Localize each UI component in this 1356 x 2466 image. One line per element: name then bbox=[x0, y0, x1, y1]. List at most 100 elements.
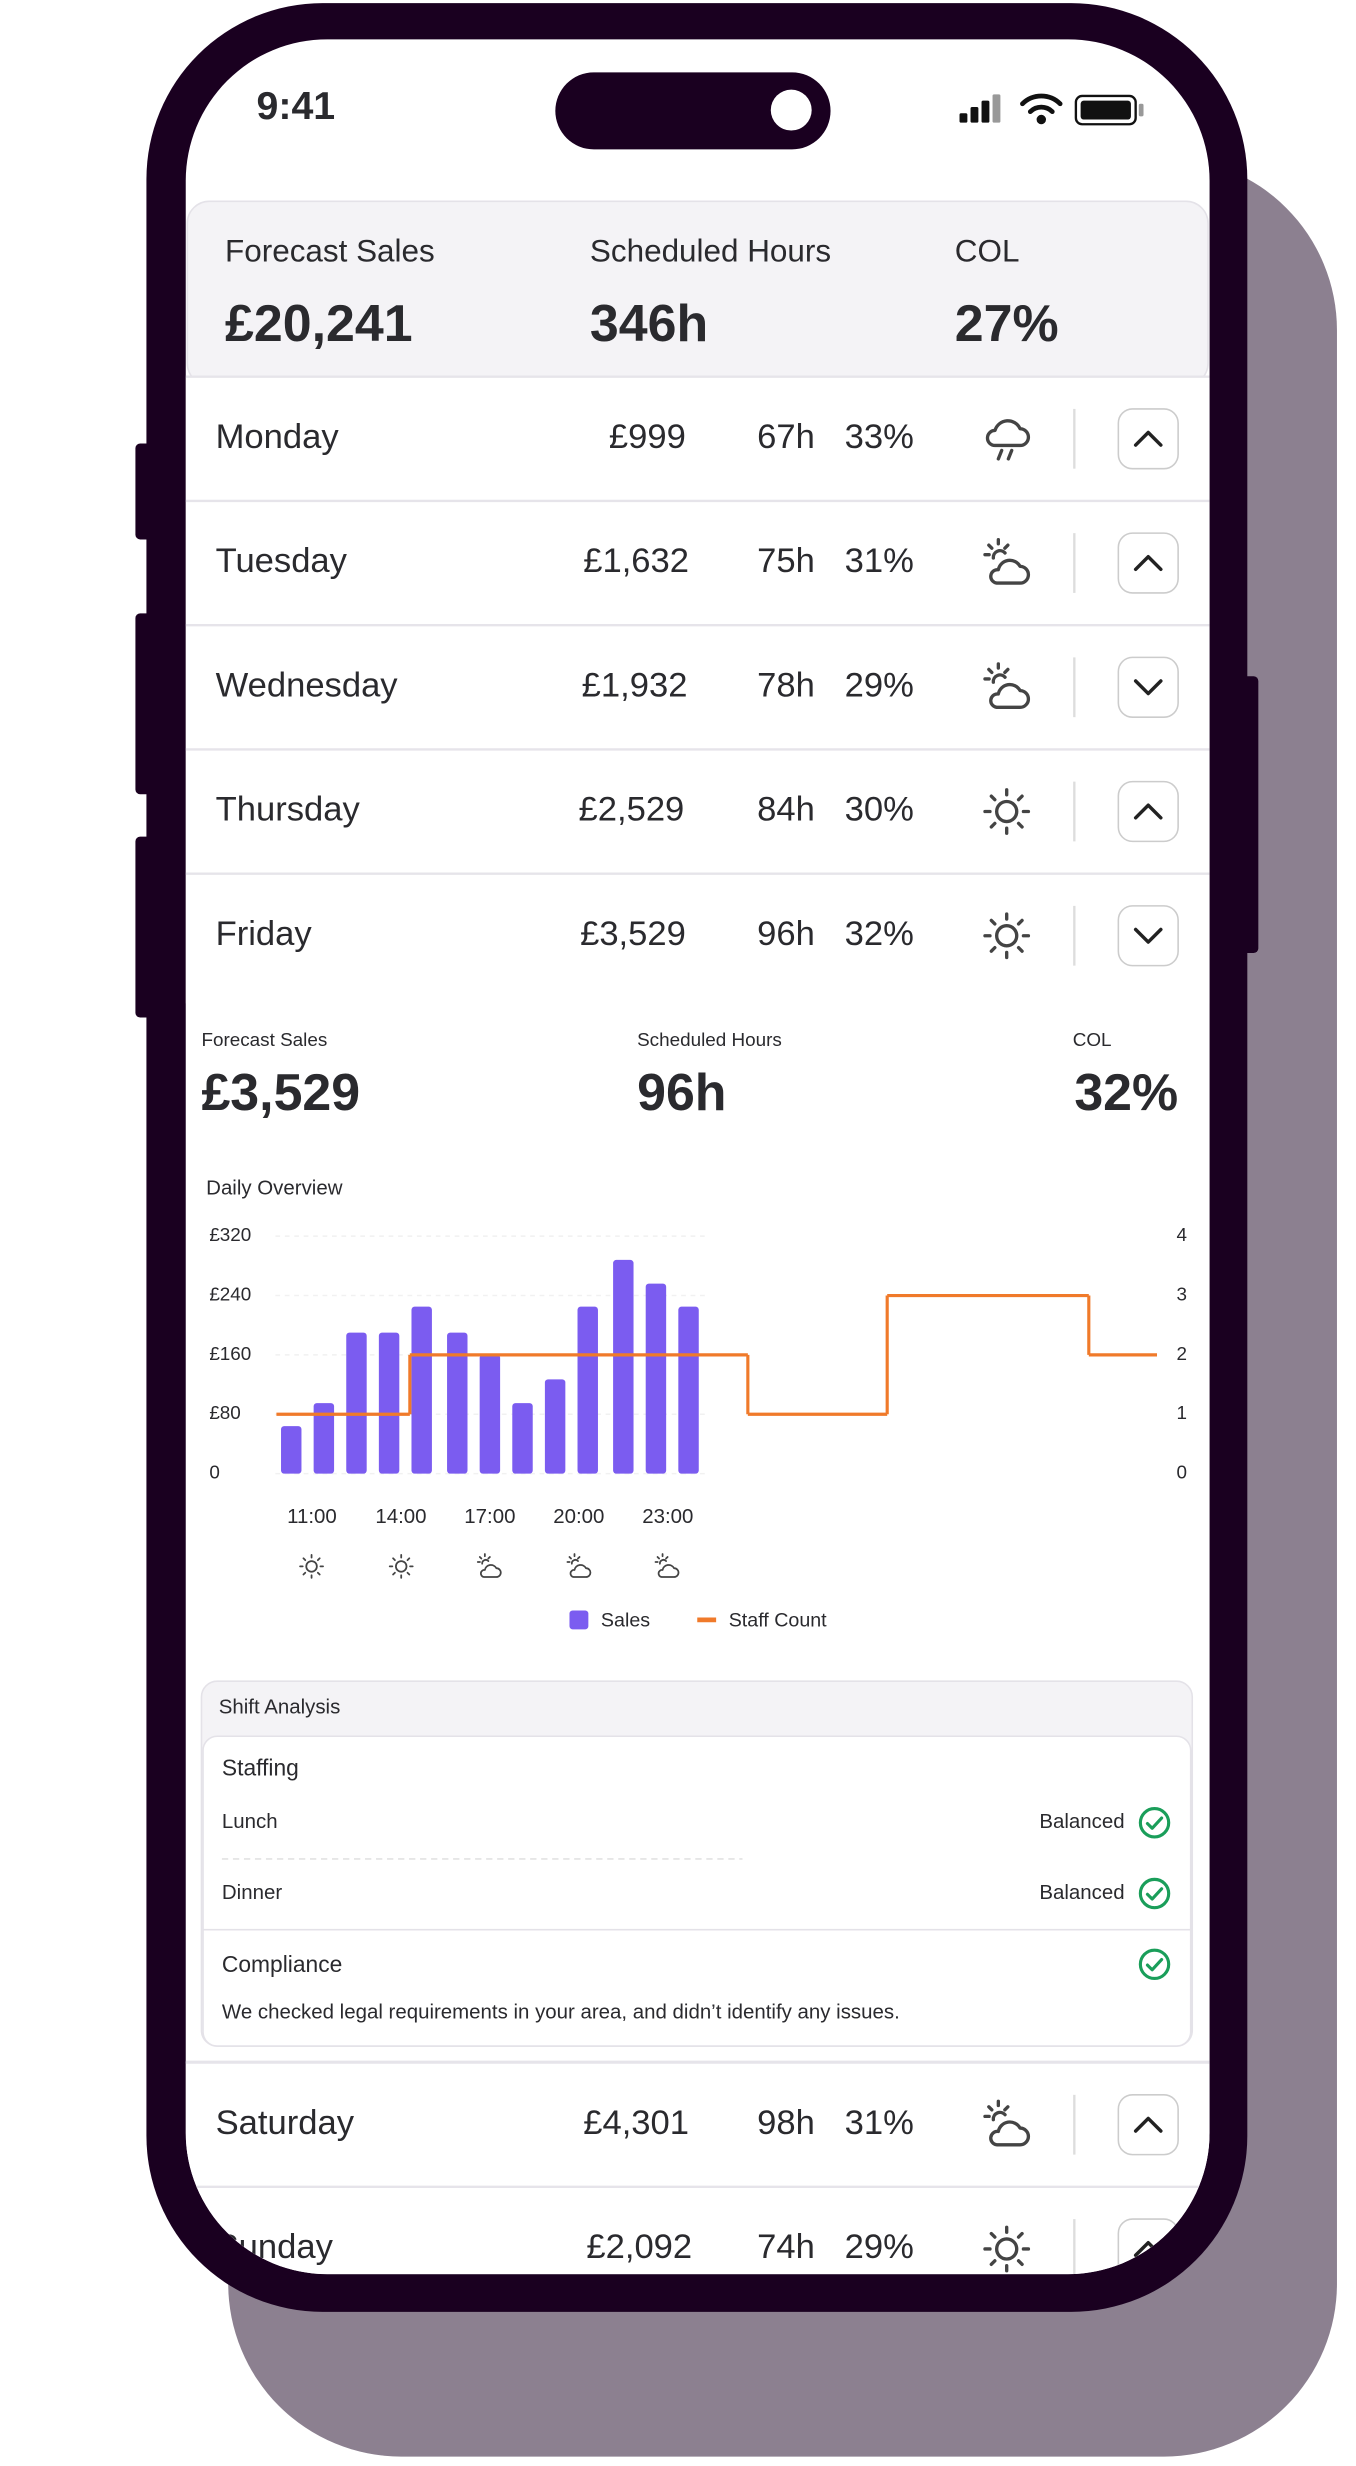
y-tick-label: £320 bbox=[209, 1224, 251, 1245]
bar bbox=[447, 1332, 468, 1474]
chart-title: Daily Overview bbox=[206, 1176, 343, 1199]
compliance-note: We checked legal requirements in your ar… bbox=[222, 2000, 900, 2023]
detail-value: 32% bbox=[1074, 1063, 1178, 1121]
day-sales: £1,932 bbox=[582, 666, 688, 704]
detail-value: 96h bbox=[637, 1063, 726, 1121]
day-name: Friday bbox=[216, 915, 313, 953]
day-sales: £1,632 bbox=[583, 542, 689, 580]
y2-tick-label: 4 bbox=[1177, 1224, 1188, 1245]
staffing-title: Staffing bbox=[222, 1754, 299, 1780]
expand-button[interactable] bbox=[1116, 531, 1180, 595]
summary-value: 346h bbox=[590, 294, 708, 352]
bar bbox=[411, 1306, 432, 1474]
day-hours: 67h bbox=[757, 418, 815, 456]
day-name: Saturday bbox=[216, 2104, 355, 2142]
y2-tick-label: 2 bbox=[1177, 1343, 1188, 1364]
shift-label: Dinner bbox=[222, 1881, 282, 1904]
summary-label: Forecast Sales bbox=[225, 234, 435, 269]
day-hours: 75h bbox=[757, 542, 815, 580]
expand-button[interactable] bbox=[1116, 780, 1180, 843]
screen-content: 9:41 Forecast Sales Scheduled Hours COL … bbox=[185, 72, 1210, 2275]
y2-tick-label: 0 bbox=[1177, 1462, 1188, 1483]
legend-label: Sales bbox=[601, 1610, 650, 1632]
expand-button[interactable] bbox=[1116, 655, 1180, 719]
day-row-bg bbox=[185, 2186, 1210, 2275]
day-hours: 78h bbox=[757, 666, 815, 704]
bar bbox=[577, 1306, 598, 1474]
day-name: Thursday bbox=[216, 791, 361, 829]
day-name: Wednesday bbox=[216, 666, 399, 704]
expand-button[interactable] bbox=[1116, 407, 1180, 471]
shift-status: Balanced bbox=[1039, 1810, 1124, 1833]
camera bbox=[770, 89, 812, 131]
day-hours: 74h bbox=[757, 2228, 815, 2266]
x-tick-label: 23:00 bbox=[642, 1505, 693, 1528]
summary-label: Scheduled Hours bbox=[590, 234, 831, 269]
day-sales: £2,092 bbox=[586, 2228, 692, 2266]
bar bbox=[613, 1259, 634, 1474]
x-tick-label: 20:00 bbox=[553, 1505, 604, 1528]
y-tick-label: £80 bbox=[209, 1402, 240, 1423]
day-col: 30% bbox=[845, 791, 914, 829]
compliance-title: Compliance bbox=[222, 1951, 342, 1977]
y2-tick-label: 3 bbox=[1177, 1283, 1188, 1304]
expand-button[interactable] bbox=[1116, 904, 1180, 968]
summary-value: 27% bbox=[955, 294, 1059, 352]
day-hours: 96h bbox=[757, 915, 815, 953]
day-col: 32% bbox=[845, 915, 914, 953]
day-sales: £999 bbox=[609, 418, 686, 456]
day-row-bg bbox=[185, 2061, 1210, 2187]
legend-label: Staff Count bbox=[729, 1610, 827, 1632]
summary-label: COL bbox=[955, 234, 1020, 269]
shift-title: Shift Analysis bbox=[219, 1695, 341, 1718]
day-name: Tuesday bbox=[216, 542, 348, 580]
bar bbox=[678, 1306, 699, 1474]
day-col: 29% bbox=[845, 2228, 914, 2266]
detail-label: COL bbox=[1073, 1029, 1112, 1050]
detail-label: Forecast Sales bbox=[201, 1029, 327, 1050]
shift-label: Lunch bbox=[222, 1810, 278, 1833]
summary-value: £20,241 bbox=[225, 294, 413, 352]
day-sales: £4,301 bbox=[583, 2104, 689, 2142]
status-time: 9:41 bbox=[257, 84, 336, 128]
signal-icon bbox=[959, 94, 1001, 123]
day-sales: £2,529 bbox=[579, 791, 685, 829]
chart: 0 £80 £160 £240 £320 0 1 2 3 4 11:00 14:00 17:00 20:0… bbox=[209, 1224, 1187, 1632]
x-tick-label: 17:00 bbox=[464, 1505, 515, 1528]
bar bbox=[512, 1403, 533, 1474]
bar bbox=[281, 1426, 302, 1474]
bar bbox=[378, 1332, 400, 1474]
shift-status: Balanced bbox=[1039, 1881, 1124, 1904]
detail-value: £3,529 bbox=[201, 1063, 360, 1121]
expand-button[interactable] bbox=[1116, 2093, 1180, 2157]
day-sales: £3,529 bbox=[580, 915, 686, 953]
bar bbox=[544, 1379, 566, 1474]
bar bbox=[479, 1354, 501, 1474]
bar bbox=[346, 1332, 367, 1474]
day-hours: 98h bbox=[757, 2104, 815, 2142]
y-tick-label: 0 bbox=[209, 1462, 219, 1483]
y2-tick-label: 1 bbox=[1177, 1402, 1188, 1423]
bar bbox=[645, 1283, 667, 1474]
detail-label: Scheduled Hours bbox=[637, 1029, 782, 1050]
y-tick-label: £160 bbox=[209, 1343, 251, 1364]
day-col: 31% bbox=[845, 2104, 914, 2142]
x-tick-label: 11:00 bbox=[287, 1505, 337, 1528]
day-name: Monday bbox=[216, 418, 340, 456]
battery-icon bbox=[1074, 94, 1144, 126]
day-col: 33% bbox=[845, 418, 914, 456]
day-col: 29% bbox=[845, 666, 914, 704]
dynamic-island bbox=[555, 72, 831, 150]
day-col: 31% bbox=[845, 542, 914, 580]
day-list bbox=[185, 377, 1210, 1004]
legend-swatch bbox=[569, 1610, 589, 1630]
wifi-icon bbox=[1020, 93, 1063, 125]
x-tick-label: 14:00 bbox=[375, 1505, 426, 1528]
bar bbox=[313, 1403, 335, 1474]
y-tick-label: £240 bbox=[209, 1283, 251, 1304]
shift-inner bbox=[202, 1735, 1192, 2047]
day-hours: 84h bbox=[757, 791, 815, 829]
day-rows: Monday £999 67h 33% Tuesday £1,632 75h 31% Wedne… bbox=[185, 375, 1210, 2275]
